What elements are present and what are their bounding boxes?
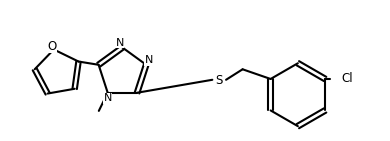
- Text: S: S: [216, 74, 223, 87]
- Text: O: O: [47, 40, 57, 53]
- Text: N: N: [145, 55, 153, 65]
- Text: Cl: Cl: [341, 72, 353, 85]
- Text: N: N: [103, 93, 112, 103]
- Text: N: N: [115, 38, 124, 48]
